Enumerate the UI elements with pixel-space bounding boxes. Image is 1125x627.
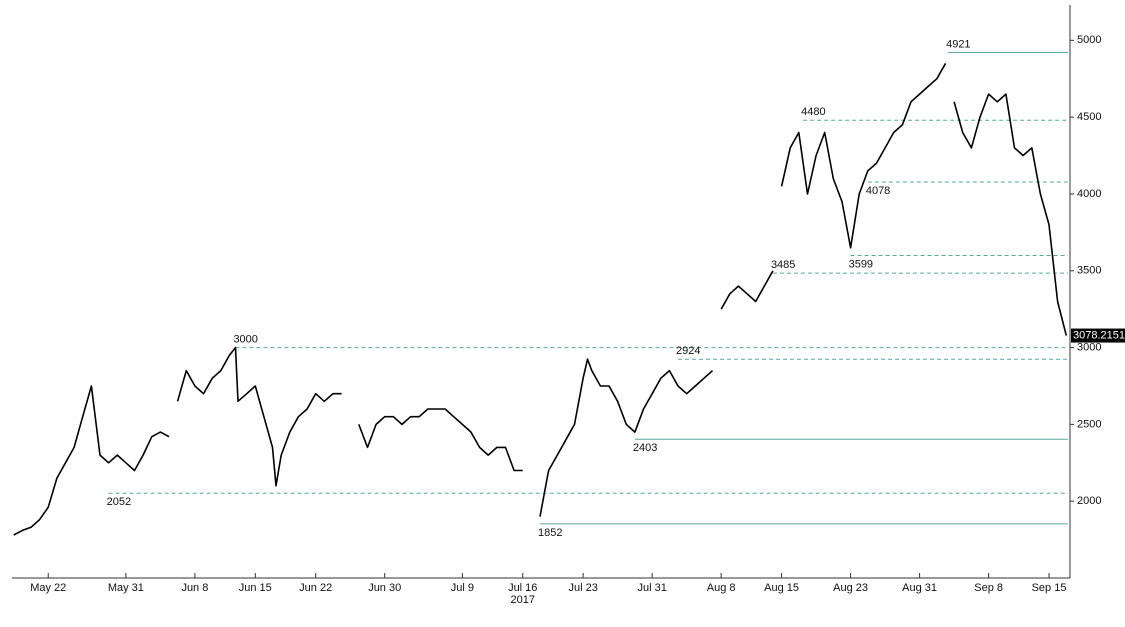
x-tick-label: Jul 9 [451,582,474,594]
x-tick-label: Jun 15 [239,582,272,594]
x-tick-label: Aug 8 [707,582,736,594]
x-tick-label: Aug 15 [764,582,799,594]
last-price-box [1071,328,1125,343]
x-tick-label: May 31 [108,582,144,594]
y-tick-label: 2500 [1077,418,1101,430]
x-tick-label: Sep 8 [974,582,1003,594]
x-tick-label: Jul 16 [508,582,537,594]
y-tick-label: 3500 [1077,265,1101,277]
level-label: 2924 [676,345,700,357]
level-label: 4921 [946,38,970,50]
y-tick-label: 5000 [1077,34,1101,46]
level-label: 2052 [107,496,131,508]
level-label: 1852 [538,527,562,539]
y-tick-label: 4000 [1077,188,1101,200]
x-tick-label: Jul 23 [568,582,597,594]
year-label: 2017 [511,594,535,606]
x-tick-label: Jun 22 [299,582,332,594]
level-label: 3485 [771,259,795,271]
x-tick-label: Jun 30 [368,582,401,594]
level-label: 2403 [633,442,657,454]
y-tick-label: 4500 [1077,111,1101,123]
price-line [13,63,1068,536]
x-tick-label: Aug 23 [833,582,868,594]
x-tick-label: Sep 15 [1032,582,1067,594]
x-tick-label: Jun 8 [181,582,208,594]
x-tick-label: Jul 31 [637,582,666,594]
level-label: 4480 [801,106,825,118]
x-tick-label: May 22 [30,582,66,594]
level-label: 3599 [849,258,873,270]
y-tick-label: 3000 [1077,341,1101,353]
x-tick-label: Aug 31 [902,582,937,594]
y-tick-label: 2000 [1077,495,1101,507]
level-label: 3000 [233,333,257,345]
level-label: 4078 [866,185,890,197]
last-price-label: 3078.2151 [1073,329,1125,341]
